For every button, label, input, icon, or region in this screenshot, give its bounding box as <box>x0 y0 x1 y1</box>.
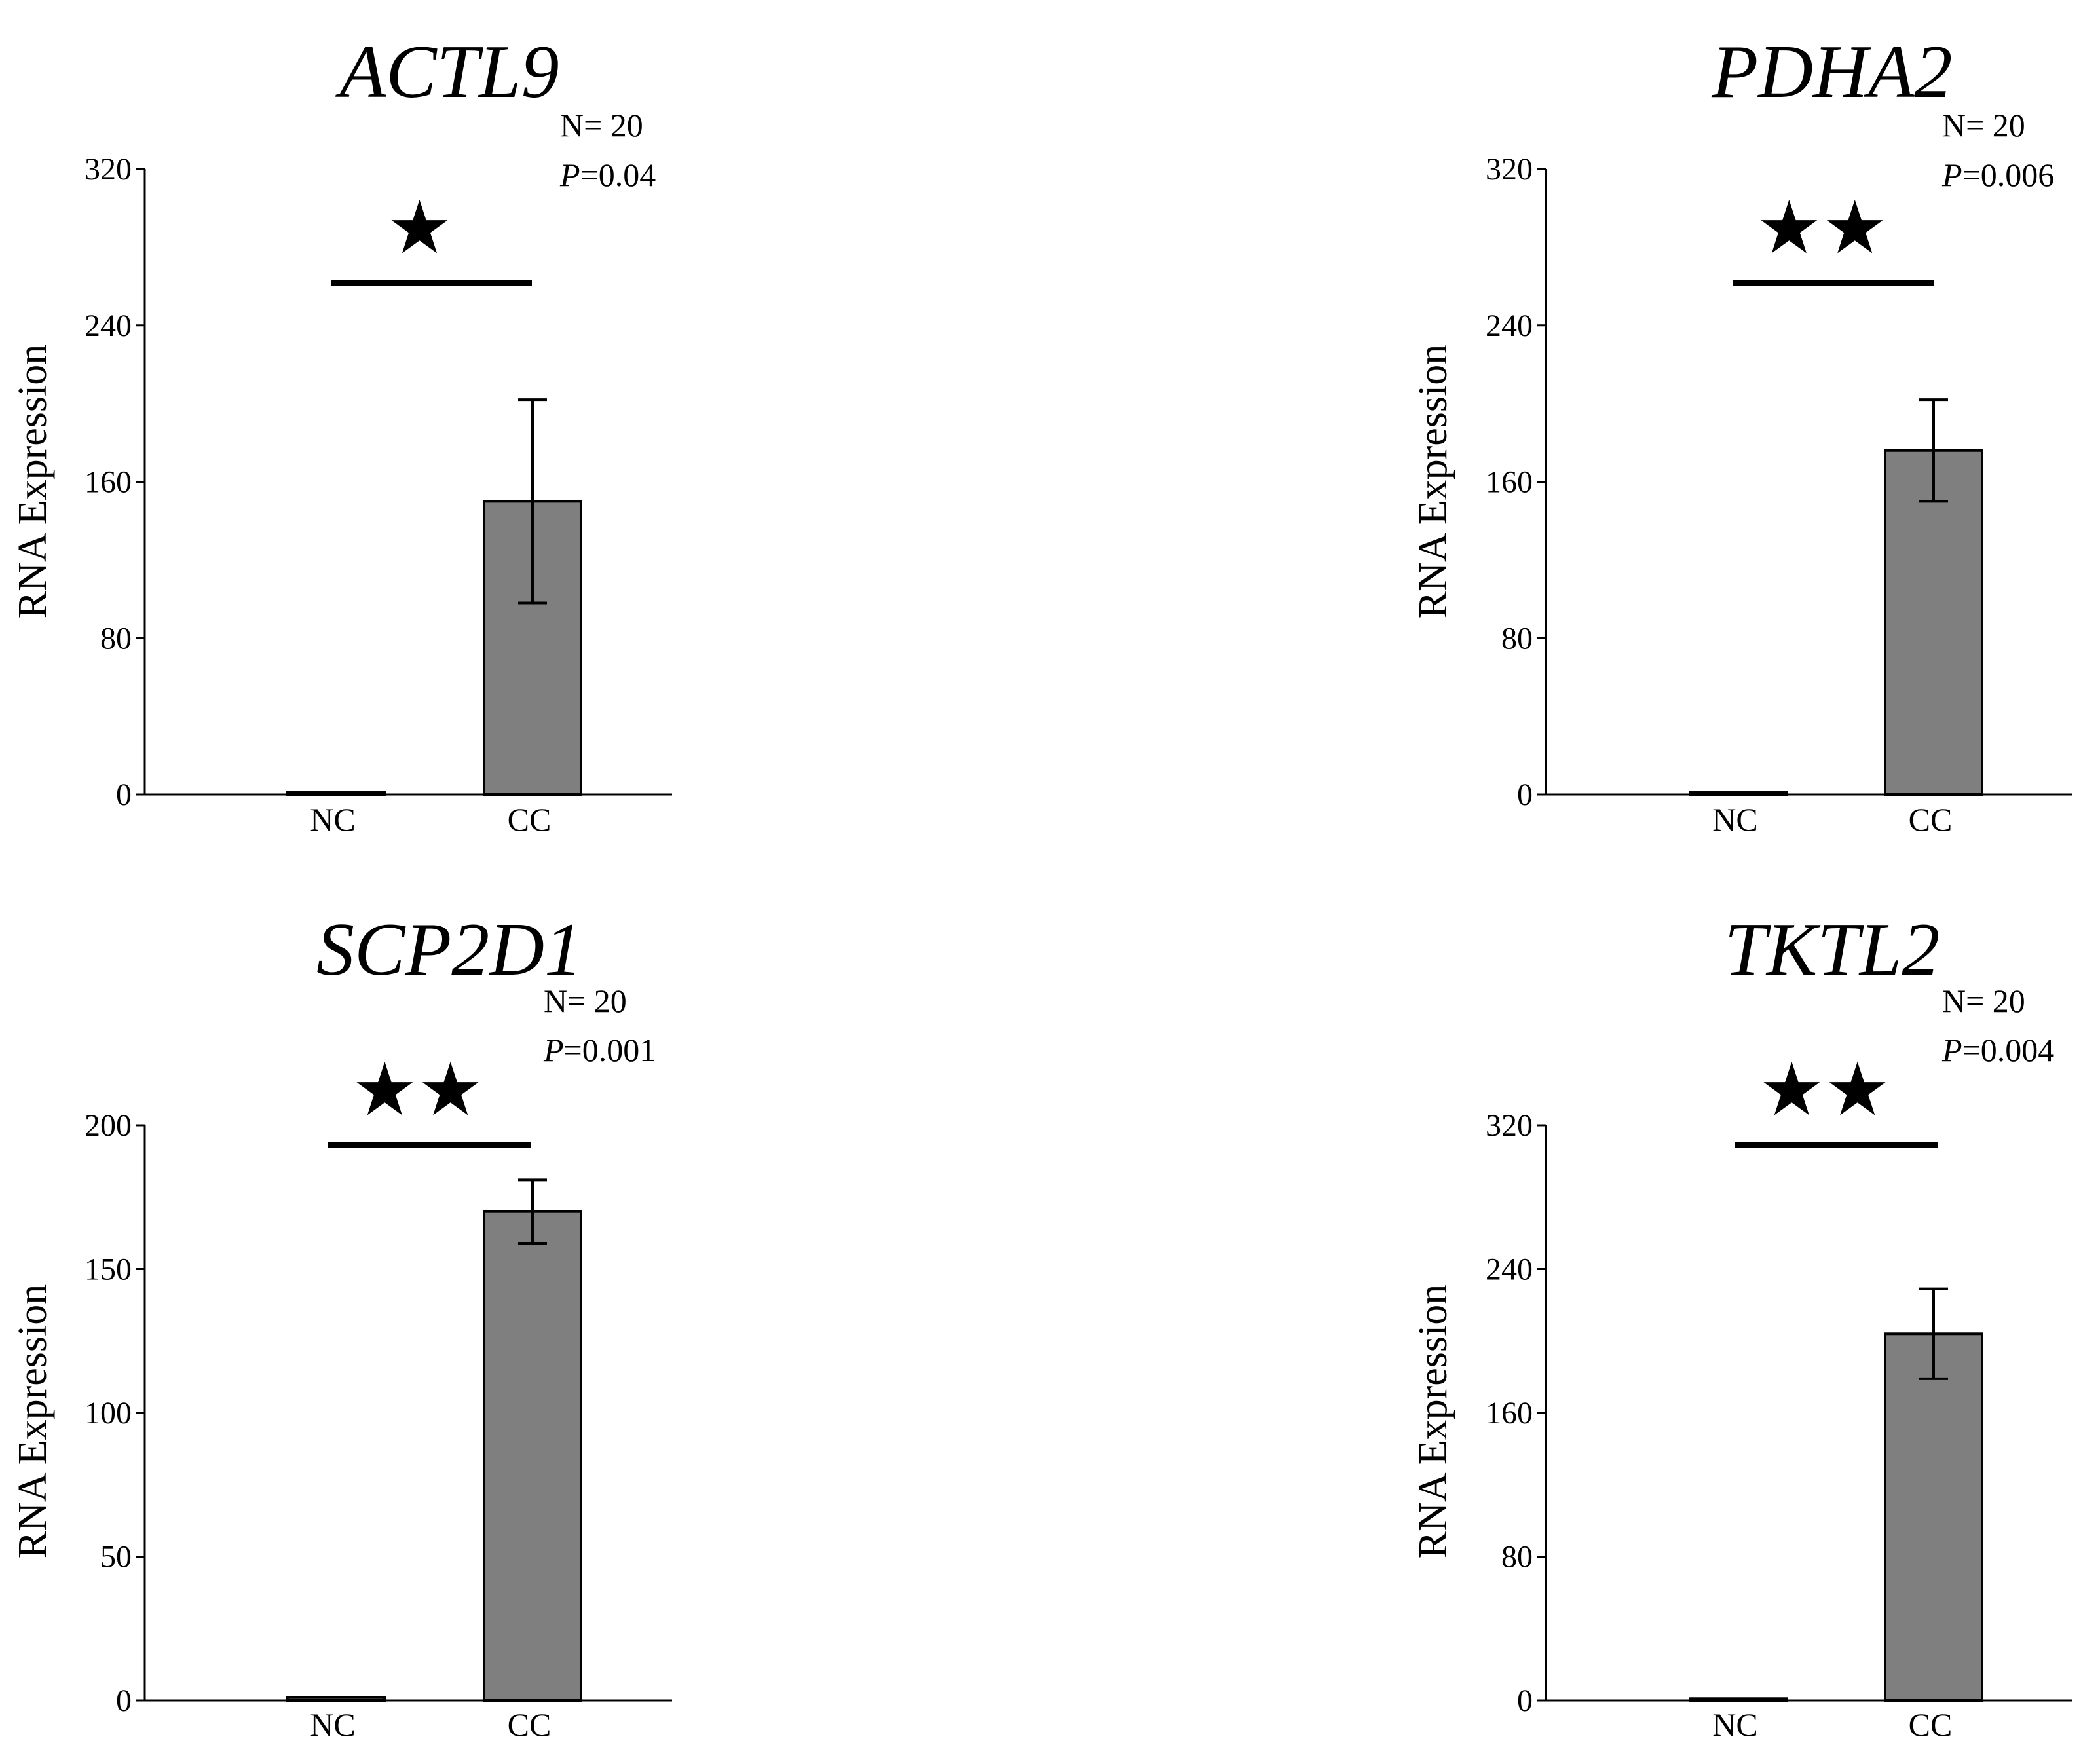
y-tick-label: 0 <box>1517 1683 1533 1718</box>
p-value: =0.006 <box>1962 157 2055 193</box>
p-symbol: P <box>1941 157 1962 193</box>
y-tick-label: 80 <box>100 621 132 656</box>
y-tick-label: 0 <box>116 778 132 812</box>
p-value-label: P=0.04 <box>559 157 656 193</box>
p-symbol: P <box>543 1032 564 1068</box>
bar-cc <box>1884 1332 1983 1702</box>
bar-nc <box>1689 791 1788 796</box>
y-axis-label: RNA Expression <box>10 345 55 619</box>
y-tick-label: 240 <box>1486 309 1533 343</box>
x-category-label: NC <box>310 1706 355 1743</box>
significance-stars: ★ <box>386 188 452 269</box>
x-category-label: CC <box>508 801 552 838</box>
significance-stars: ★★ <box>1756 188 1888 269</box>
p-value-label: P=0.001 <box>543 1032 656 1068</box>
x-category-label: NC <box>1712 1706 1757 1743</box>
y-tick-label: 80 <box>1501 621 1533 656</box>
y-tick-label: 50 <box>100 1540 132 1575</box>
sample-size-label: N= 20 <box>1942 107 2025 143</box>
sample-size-label: N= 20 <box>544 983 627 1019</box>
bar-cc <box>483 1210 582 1702</box>
chart-title: PDHA2 <box>1711 30 1952 114</box>
p-value: =0.001 <box>564 1032 656 1068</box>
significance-stars: ★★ <box>1759 1050 1890 1131</box>
y-tick-label: 320 <box>1486 1108 1533 1143</box>
x-category-label: NC <box>1712 801 1757 838</box>
sample-size-label: N= 20 <box>560 107 643 143</box>
bar-nc <box>286 1696 386 1702</box>
y-tick-label: 320 <box>84 152 132 187</box>
x-category-label: CC <box>1909 801 1953 838</box>
y-tick-label: 320 <box>1486 152 1533 187</box>
chart-title: TKTL2 <box>1725 908 1940 992</box>
x-category-label: CC <box>508 1706 552 1743</box>
y-axis-label: RNA Expression <box>1411 345 1455 619</box>
y-tick-label: 200 <box>84 1108 132 1143</box>
y-axis-label: RNA Expression <box>10 1284 55 1559</box>
sample-size-label: N= 20 <box>1942 983 2025 1019</box>
p-value: =0.04 <box>580 157 656 193</box>
bar-nc <box>286 791 386 796</box>
y-tick-label: 160 <box>1486 1396 1533 1431</box>
p-value: =0.004 <box>1962 1032 2055 1068</box>
p-value-label: P=0.006 <box>1941 157 2054 193</box>
bar-nc <box>1689 1697 1788 1702</box>
y-tick-label: 100 <box>84 1396 132 1431</box>
y-tick-label: 0 <box>116 1683 132 1718</box>
y-tick-label: 160 <box>1486 465 1533 500</box>
y-tick-label: 80 <box>1501 1540 1533 1575</box>
y-tick-label: 240 <box>84 309 132 343</box>
x-category-label: CC <box>1909 1706 1953 1743</box>
y-tick-label: 160 <box>84 465 132 500</box>
y-tick-label: 150 <box>84 1252 132 1287</box>
p-symbol: P <box>559 157 580 193</box>
p-symbol: P <box>1941 1032 1962 1068</box>
y-tick-label: 0 <box>1517 778 1533 812</box>
x-category-label: NC <box>310 801 355 838</box>
y-tick-label: 240 <box>1486 1252 1533 1287</box>
chart-title: SCP2D1 <box>316 908 582 992</box>
chart-title: ACTL9 <box>335 30 559 114</box>
y-axis-label: RNA Expression <box>1411 1284 1455 1559</box>
p-value-label: P=0.004 <box>1941 1032 2054 1068</box>
significance-stars: ★★ <box>352 1050 483 1131</box>
